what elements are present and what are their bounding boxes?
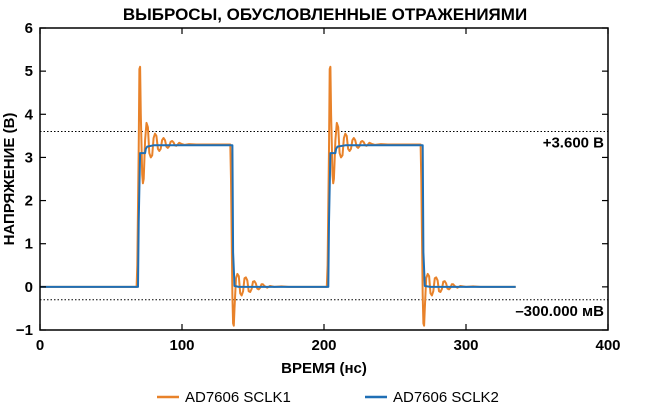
plot-frame [39, 27, 609, 331]
series-line-2 [40, 144, 516, 288]
x-tick-label-0: 0 [36, 337, 44, 354]
reference-lines [40, 131, 608, 301]
series-layer [40, 65, 516, 327]
x-tick-label-3: 300 [453, 337, 478, 354]
legend-label-1: AD7606 SCLK1 [185, 389, 291, 405]
x-tick-label-4: 400 [595, 337, 620, 354]
y-tick-label-2: 1 [25, 236, 33, 253]
reference-label-bg-1 [490, 302, 605, 320]
reference-labels: +3.600 В –300.000 мВ [490, 134, 605, 320]
chart-title: ВЫБРОСЫ, ОБУСЛОВЛЕННЫЕ ОТРАЖЕНИЯМИ [123, 5, 527, 24]
y-axis-title: НАПРЯЖЕНИЕ (В) [1, 113, 18, 246]
y-tick-label-0: −1 [16, 322, 33, 339]
reference-label-0: +3.600 В [543, 135, 604, 152]
legend: AD7606 SCLK1 AD7606 SCLK2 [157, 389, 499, 405]
x-tick-label-2: 200 [311, 337, 336, 354]
x-tick-label-1: 100 [169, 337, 194, 354]
legend-label-2: AD7606 SCLK2 [393, 389, 499, 405]
reference-label-bg-0 [490, 134, 605, 152]
y-tick-label-5: 4 [25, 106, 34, 123]
y-tick-label-6: 5 [25, 63, 33, 80]
reference-label-1: –300.000 мВ [515, 303, 604, 320]
y-tick-label-4: 3 [25, 149, 33, 166]
y-tick-label-1: 0 [25, 279, 33, 296]
x-axis-title: ВРЕМЯ (нс) [281, 360, 367, 377]
y-tick-label-7: 6 [25, 20, 33, 37]
y-tick-label-3: 2 [25, 193, 33, 210]
